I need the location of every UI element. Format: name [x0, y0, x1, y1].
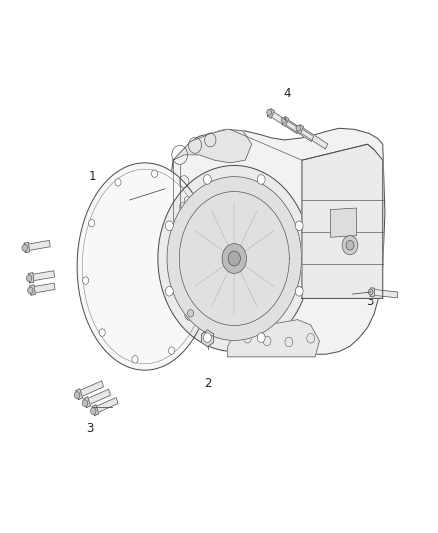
Polygon shape — [330, 208, 357, 237]
Circle shape — [115, 179, 121, 186]
Polygon shape — [370, 288, 375, 297]
Polygon shape — [297, 125, 304, 134]
Circle shape — [166, 287, 173, 296]
Polygon shape — [173, 130, 252, 163]
Polygon shape — [158, 166, 311, 352]
Polygon shape — [30, 283, 55, 294]
Polygon shape — [76, 389, 82, 400]
Polygon shape — [167, 176, 301, 341]
Polygon shape — [218, 238, 251, 279]
Circle shape — [201, 249, 207, 256]
Circle shape — [368, 289, 373, 295]
Circle shape — [152, 170, 158, 177]
Circle shape — [74, 392, 80, 399]
Circle shape — [205, 335, 211, 342]
Polygon shape — [76, 381, 103, 398]
Text: 4: 4 — [283, 87, 290, 100]
Circle shape — [342, 236, 358, 255]
Polygon shape — [228, 320, 319, 357]
Circle shape — [267, 109, 272, 115]
Circle shape — [184, 306, 197, 321]
Circle shape — [222, 244, 247, 273]
Circle shape — [346, 240, 354, 250]
Circle shape — [295, 287, 303, 296]
Circle shape — [26, 275, 32, 281]
Polygon shape — [283, 118, 314, 142]
Circle shape — [281, 117, 286, 123]
Polygon shape — [192, 207, 276, 310]
Polygon shape — [179, 191, 289, 326]
Polygon shape — [25, 240, 50, 251]
Circle shape — [83, 277, 88, 284]
Polygon shape — [84, 397, 90, 408]
Circle shape — [195, 306, 201, 313]
Polygon shape — [297, 126, 328, 149]
Circle shape — [296, 125, 301, 131]
Circle shape — [22, 245, 28, 251]
Circle shape — [91, 408, 96, 415]
Polygon shape — [77, 163, 212, 370]
Circle shape — [82, 400, 88, 407]
Circle shape — [184, 197, 191, 204]
Circle shape — [187, 310, 194, 317]
Polygon shape — [169, 128, 385, 354]
Polygon shape — [201, 330, 214, 347]
Circle shape — [257, 175, 265, 184]
Text: 3: 3 — [366, 295, 373, 308]
Text: 1: 1 — [88, 169, 96, 183]
Polygon shape — [92, 398, 118, 414]
Polygon shape — [205, 223, 263, 294]
Polygon shape — [29, 271, 54, 281]
Text: 2: 2 — [205, 377, 212, 390]
Polygon shape — [28, 273, 34, 283]
Circle shape — [99, 329, 105, 336]
Circle shape — [132, 356, 138, 363]
Text: 3: 3 — [87, 422, 94, 435]
Polygon shape — [268, 110, 299, 134]
Polygon shape — [84, 389, 110, 406]
Circle shape — [88, 220, 95, 227]
Polygon shape — [268, 109, 274, 118]
Polygon shape — [302, 144, 383, 298]
Circle shape — [204, 175, 211, 184]
Polygon shape — [30, 285, 35, 295]
Circle shape — [28, 287, 33, 294]
Circle shape — [169, 347, 175, 354]
Polygon shape — [282, 117, 289, 126]
Circle shape — [204, 333, 211, 342]
Polygon shape — [370, 289, 398, 298]
Circle shape — [228, 251, 240, 266]
Circle shape — [295, 221, 303, 231]
Polygon shape — [24, 243, 30, 253]
Circle shape — [166, 221, 173, 231]
Circle shape — [257, 333, 265, 342]
Polygon shape — [92, 405, 99, 416]
